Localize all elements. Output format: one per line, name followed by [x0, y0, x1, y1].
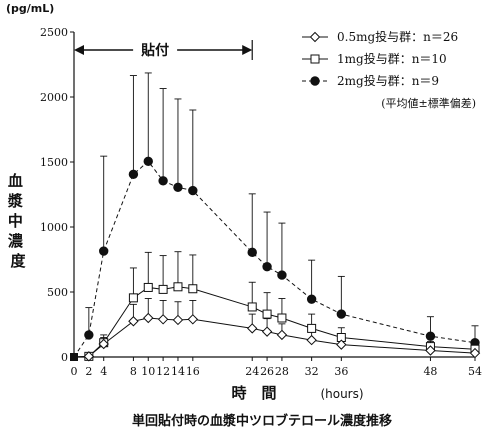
- x-tick-label: 4: [100, 365, 107, 378]
- legend-entry: 0.5mg投与群：n＝26: [337, 29, 458, 44]
- data-point-circle: [143, 156, 153, 167]
- x-tick-label: 14: [171, 365, 185, 378]
- x-tick-label: 28: [275, 365, 289, 378]
- data-point-circle: [188, 185, 198, 196]
- x-axis-label: 時 間: [231, 384, 276, 402]
- data-point-circle: [84, 330, 94, 340]
- data-point-circle: [425, 331, 436, 341]
- data-point-square: [173, 282, 183, 292]
- data-point-diamond: [247, 323, 258, 334]
- y-axis-label: 血 漿 中 濃 度: [7, 172, 28, 270]
- y-tick-label: 2500: [40, 26, 68, 39]
- y-tick-label: 2000: [40, 91, 68, 104]
- data-point-square: [158, 284, 168, 294]
- data-point-diamond: [143, 312, 154, 324]
- data-point-diamond: [128, 316, 139, 327]
- x-tick-label: 0: [71, 365, 78, 378]
- y-tick-label: 1000: [40, 221, 68, 234]
- x-tick-label: 16: [186, 365, 200, 378]
- patch-period-label: 貼付: [141, 42, 169, 59]
- x-tick-label: 36: [334, 365, 348, 378]
- data-point-diamond: [98, 338, 109, 350]
- x-tick-label: 8: [130, 365, 137, 378]
- patch-arrow-head-left: [74, 45, 84, 55]
- x-tick-label: 54: [468, 365, 482, 378]
- legend-marker-diamond: [309, 31, 321, 43]
- origin-marker: [70, 353, 78, 361]
- legend-entry: 1mg投与群：n＝10: [337, 51, 447, 66]
- data-point-circle: [99, 246, 109, 256]
- y-axis-label-char: 中: [8, 212, 23, 230]
- data-point-circle: [336, 309, 347, 319]
- y-axis-label-char: 漿: [7, 192, 23, 210]
- data-point-diamond: [425, 345, 436, 356]
- data-point-square: [143, 282, 153, 292]
- data-point-diamond: [187, 314, 199, 325]
- data-point-diamond: [306, 334, 317, 346]
- data-point-square: [277, 313, 287, 323]
- x-tick-label: 24: [245, 365, 259, 378]
- series-markers-diamond: [83, 312, 481, 362]
- patch-arrow-head-right: [242, 45, 253, 55]
- data-point-circle: [128, 169, 139, 180]
- data-point-diamond: [172, 314, 184, 326]
- y-tick-label: 0: [61, 351, 68, 364]
- data-point-circle: [158, 176, 168, 186]
- data-point-square: [188, 284, 198, 294]
- data-point-diamond: [83, 351, 95, 362]
- data-point-circle: [173, 182, 183, 193]
- data-point-square: [247, 302, 257, 312]
- data-point-diamond: [157, 314, 169, 325]
- legend-entry: 2mg投与群：n＝9: [337, 73, 439, 88]
- y-axis-unit: (pg/mL): [6, 2, 54, 15]
- series-circle: [73, 72, 479, 358]
- data-point-diamond: [469, 347, 481, 359]
- data-point-circle: [306, 294, 317, 304]
- x-tick-label: 10: [141, 365, 155, 378]
- y-axis-label-char: 度: [10, 252, 26, 270]
- data-point-diamond: [261, 326, 273, 337]
- data-point-square: [262, 309, 272, 319]
- x-axis-unit: (hours): [320, 387, 363, 401]
- data-point-circle: [262, 261, 272, 272]
- data-point-diamond: [276, 329, 288, 341]
- legend-marker-circle: [310, 76, 320, 86]
- data-point-square: [307, 323, 317, 333]
- data-point-diamond: [336, 339, 347, 350]
- x-tick-label: 32: [305, 365, 319, 378]
- series-line: [73, 160, 476, 358]
- data-point-circle: [247, 247, 257, 258]
- x-tick-label: 48: [423, 365, 437, 378]
- legend-note: (平均値±標準偏差): [381, 96, 476, 110]
- y-tick-label: 500: [47, 286, 68, 299]
- legend-marker-square: [310, 54, 320, 64]
- x-tick-label: 12: [156, 365, 170, 378]
- x-tick-label: 26: [260, 365, 274, 378]
- series-markers-square: [84, 282, 480, 361]
- y-tick-label: 1500: [40, 156, 68, 169]
- data-point-circle: [277, 270, 287, 280]
- x-tick-label: 2: [85, 365, 92, 378]
- y-axis-label-char: 血: [8, 172, 23, 190]
- data-point-square: [128, 293, 138, 303]
- y-axis-label-char: 濃: [8, 232, 24, 250]
- series-diamond: [73, 298, 479, 358]
- chart-caption: 単回貼付時の血漿中ツロブテロール濃度推移: [132, 413, 392, 429]
- series-markers-circle: [84, 156, 480, 348]
